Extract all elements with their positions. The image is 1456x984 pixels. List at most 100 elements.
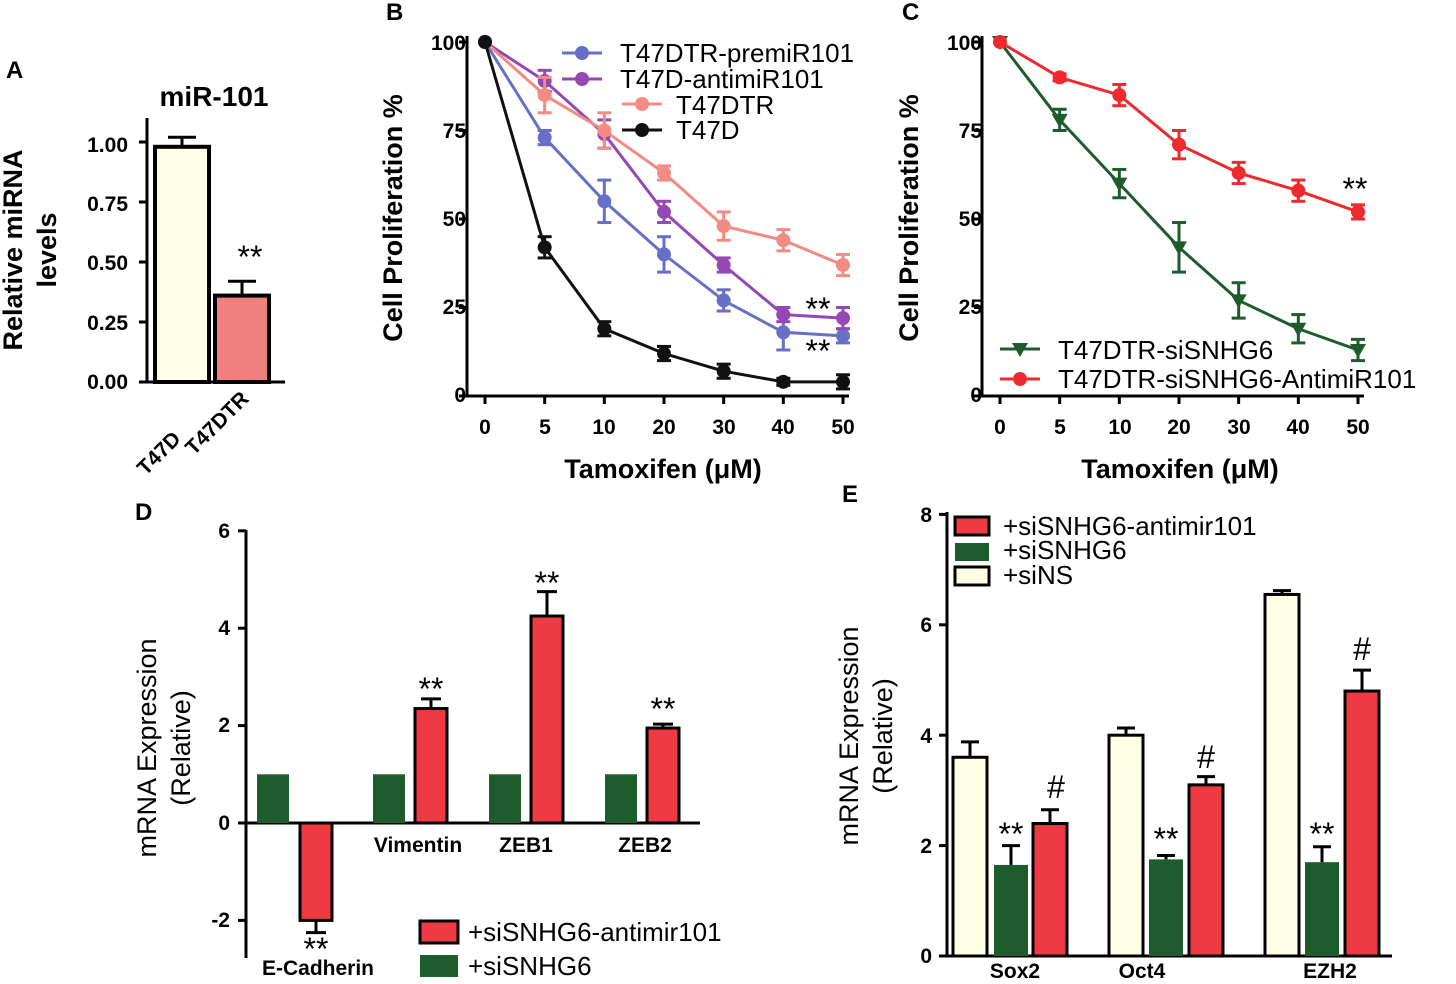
panel-d-ytick-labels: -2 0 2 4 6 xyxy=(211,520,230,932)
panel-b-data-point xyxy=(776,325,791,340)
panel-b-ytick-label: 100 xyxy=(431,32,466,55)
panel-d-legend-label: +siSNHG6 xyxy=(468,951,592,981)
panel-a-ytick-label: 0.50 xyxy=(87,252,128,275)
panel-d-ytick-label: 2 xyxy=(218,714,230,737)
panel-b-data-point xyxy=(537,130,552,145)
panel-b-data-point xyxy=(537,240,552,255)
panel-b-xtick-label: 30 xyxy=(712,416,735,439)
panel-b-legend-label: T47D-antimiR101 xyxy=(620,64,824,94)
panel-d-category-label: ZEB1 xyxy=(499,834,553,857)
panel-a-ytick-label: 0.75 xyxy=(87,193,128,216)
panel-e-legend-swatch xyxy=(955,543,989,561)
panel-c-xtick-label: 40 xyxy=(1286,416,1309,439)
panel-a-ylabel-line2: levels xyxy=(32,212,62,287)
panel-c-xtick-label: 30 xyxy=(1227,416,1250,439)
panel-a-bar xyxy=(153,144,211,384)
panel-b-ylabel: Cell Proliferation % xyxy=(378,94,408,342)
panel-c-data-point xyxy=(1231,165,1246,180)
panel-e-significance-label: # xyxy=(1047,769,1065,805)
panel-a-bar xyxy=(213,293,271,385)
panel-b-data-point xyxy=(836,311,850,326)
panel-a-ytick-label: 1.00 xyxy=(87,134,128,157)
panel-b-legend-label: T47DTR xyxy=(676,90,774,120)
panel-b-data-point xyxy=(836,258,850,273)
panel-e-bar xyxy=(951,755,989,958)
panel-b-data-point xyxy=(478,35,492,49)
panel-e-ytick-label: 8 xyxy=(920,504,932,527)
panel-c-ytick-label: 75 xyxy=(959,120,983,143)
panel-b-xtick-label: 40 xyxy=(771,416,794,439)
panel-b-xtick-label: 5 xyxy=(539,416,551,439)
panel-d-ytick-label: 6 xyxy=(218,520,230,543)
panel-b: B Cell Proliferation % Tamoxifen (μM) 0 … xyxy=(378,0,855,484)
panel-e-legend-swatch xyxy=(953,565,991,587)
panel-d-bar-antimir101 xyxy=(298,821,334,922)
panel-b-xtick-label: 20 xyxy=(652,416,675,439)
panel-d-category-label: Vimentin xyxy=(374,834,462,857)
panel-c-ylabel: Cell Proliferation % xyxy=(894,94,924,342)
panel-b-legend-marker xyxy=(575,46,589,60)
panel-b-data-point xyxy=(597,123,612,138)
panel-e-significance-label: ** xyxy=(1154,821,1179,857)
panel-d-bar-sisnhg6 xyxy=(257,774,289,823)
panel-e-legend: +siSNHG6-antimir101 +siSNHG6 +siNS xyxy=(953,511,1257,590)
panel-e-category-label: Oct4 xyxy=(1119,960,1166,983)
panel-b-data-point xyxy=(657,204,671,219)
panel-b-data-point xyxy=(836,328,850,343)
panel-b-legend-label: T47D xyxy=(676,115,740,145)
panel-e-legend-label: +siSNHG6-antimir101 xyxy=(1003,511,1257,541)
panel-b-data-point xyxy=(537,88,552,103)
panel-e-plot xyxy=(939,512,1392,958)
panel-b-ytick-label: 25 xyxy=(443,296,467,319)
panel-e-letter: E xyxy=(842,481,858,508)
panel-e-ytick-label: 6 xyxy=(920,614,932,637)
panel-e-ytick-label: 2 xyxy=(920,835,932,858)
panel-e-ylabel-line1: mRNA Expression xyxy=(834,626,864,845)
panel-d-legend: +siSNHG6-antimir101 +siSNHG6 xyxy=(418,917,722,981)
panel-c-data-point xyxy=(1172,137,1186,152)
panel-b-xtick-label: 50 xyxy=(831,416,854,439)
panel-c-data-point xyxy=(1230,294,1247,309)
panel-e-bar xyxy=(1263,592,1301,958)
panel-e-ylabel-line2: (Relative) xyxy=(868,678,898,794)
panel-c-data-point xyxy=(1351,204,1365,219)
panel-e-significance-label: # xyxy=(1353,631,1371,667)
panel-d-legend-label: +siSNHG6-antimir101 xyxy=(468,917,722,947)
panel-c-xtick-label: 10 xyxy=(1108,416,1131,439)
panel-c-data-point xyxy=(1171,241,1187,256)
panel-c-xtick-label: 5 xyxy=(1054,416,1066,439)
panel-a-ytick-labels: 0.00 0.25 0.50 0.75 1.00 xyxy=(87,134,128,394)
panel-e: E mRNA Expression (Relative) 0 2 4 6 8 S… xyxy=(834,481,1392,983)
panel-b-legend: T47DTR-premiR101 T47D-antimiR101 T47DTR … xyxy=(620,38,854,145)
panel-c-data-point xyxy=(1290,322,1307,337)
panel-e-ytick-label: 4 xyxy=(920,725,932,748)
panel-d-significance-label: ** xyxy=(304,931,329,967)
panel-d-legend-swatch xyxy=(420,955,458,977)
panel-c-ytick-label: 50 xyxy=(959,208,982,231)
panel-d-ytick-label: 0 xyxy=(218,812,230,835)
panel-b-data-point xyxy=(836,374,850,389)
panel-d-legend-swatch xyxy=(418,919,460,945)
panel-d-bar-antimir101 xyxy=(413,707,449,825)
panel-d-ytick-label: -2 xyxy=(211,909,230,932)
panel-c-legend-marker xyxy=(1012,343,1028,357)
panel-c-letter: C xyxy=(902,0,919,26)
panel-c-xtick-labels: 0 5 10 20 30 40 50 xyxy=(994,416,1370,439)
panel-b-significance-label: ** xyxy=(806,291,831,327)
panel-b-data-point xyxy=(657,346,671,361)
panel-d-category-label: E-Cadherin xyxy=(262,957,374,980)
panel-b-significance-label: ** xyxy=(806,333,831,369)
panel-b-data-point xyxy=(597,321,612,336)
panel-c-data-point xyxy=(1291,183,1306,198)
panel-b-letter: B xyxy=(386,0,403,26)
panel-d-bar-sisnhg6 xyxy=(373,774,405,823)
panel-b-xlabel: Tamoxifen (μM) xyxy=(564,454,762,484)
panel-a-ytick-label: 0.25 xyxy=(87,312,128,335)
panel-b-data-point xyxy=(776,233,791,248)
panel-c-xtick-label: 50 xyxy=(1346,416,1369,439)
panel-c-series-line xyxy=(999,40,1359,214)
panel-e-legend-label: +siSNHG6 xyxy=(1003,535,1127,565)
panel-c-legend: T47DTR-siSNHG6 T47DTR-siSNHG6-AntimiR101 xyxy=(1058,335,1416,394)
panel-b-data-point xyxy=(776,307,791,322)
panel-b-data-point xyxy=(716,364,731,379)
